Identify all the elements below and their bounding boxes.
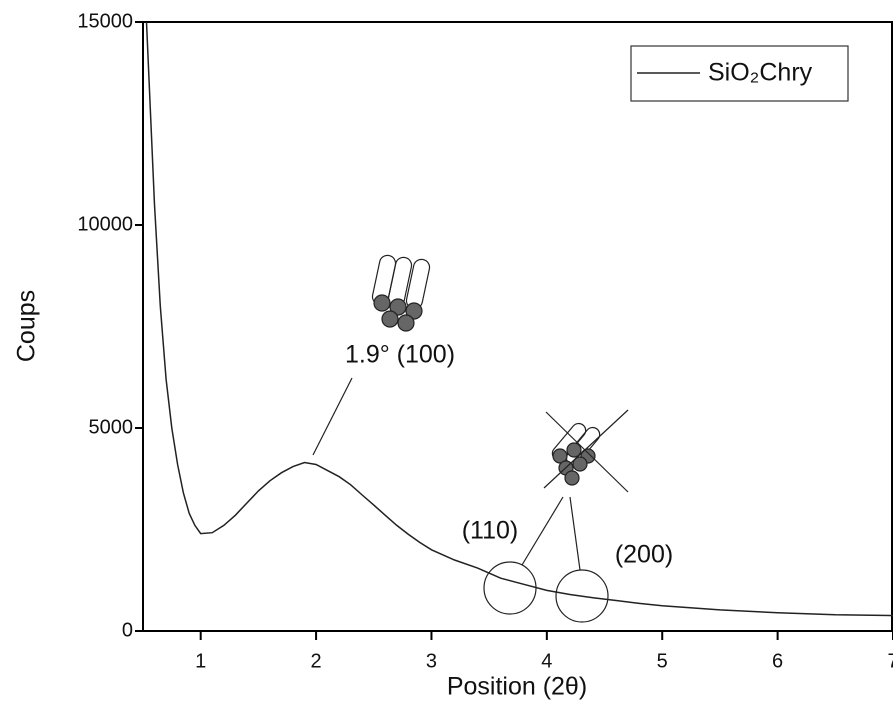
- plot-frame: [142, 21, 893, 632]
- y-tick-label: 15000: [77, 10, 133, 32]
- annotation-graphics: [312, 254, 629, 623]
- legend-label: SiO₂Chry: [708, 59, 813, 87]
- annotation: (110): [462, 517, 519, 545]
- y-tick-label: 10000: [77, 213, 133, 235]
- x-tick-label: 4: [541, 650, 552, 672]
- annotation: 1.9° (100): [345, 341, 455, 369]
- y-axis-label: Coups: [13, 290, 41, 362]
- y-tick-label: 5000: [89, 416, 134, 438]
- x-tick-label: 3: [426, 650, 437, 672]
- x-tick-label: 7: [887, 650, 893, 672]
- annotation: (200): [615, 541, 673, 569]
- x-axis-label: Position (2θ): [447, 673, 587, 701]
- x-tick-label: 1: [195, 650, 206, 672]
- y-tick-label: 0: [122, 619, 133, 641]
- x-tick-label: 5: [657, 650, 668, 672]
- x-tick-label: 6: [772, 650, 783, 672]
- data-line: [145, 22, 893, 617]
- x-tick-label: 2: [311, 650, 322, 672]
